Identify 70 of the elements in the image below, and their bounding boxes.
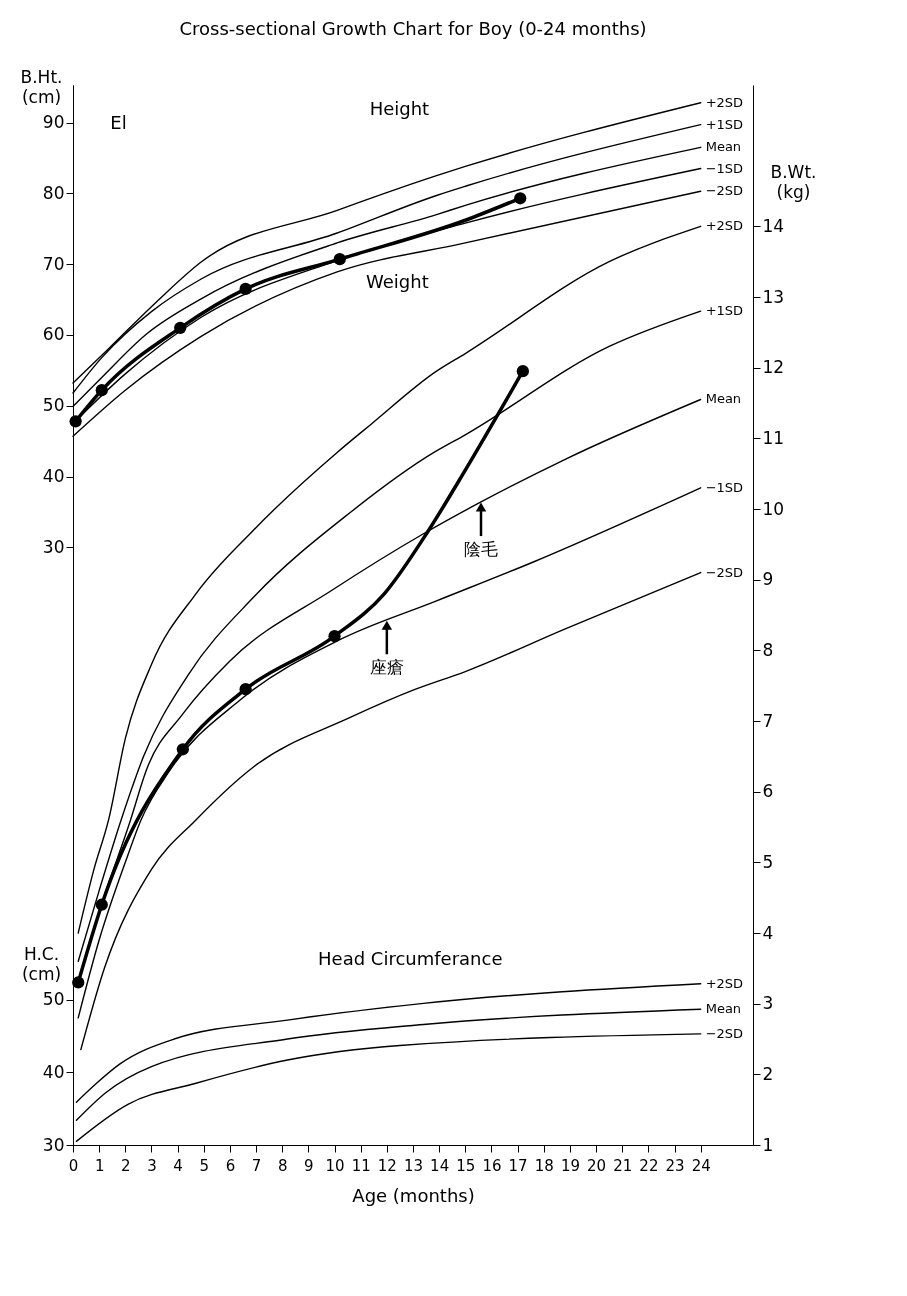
x-tick-label: 9 [304,1156,314,1175]
x-tick-label: 2 [121,1156,131,1175]
x-tick-label: 18 [534,1156,554,1175]
chart-title: Cross-sectional Growth Chart for Boy (0-24 months) [179,17,647,39]
y2-tick-label: 2 [762,1063,774,1084]
x-tick-label: 6 [225,1156,236,1175]
y2-tick-label: 6 [762,781,774,802]
x-axis-title: Age (months) [352,1184,475,1206]
x-tick-label: 14 [430,1156,450,1175]
series-label: −2SD [705,1025,744,1041]
series-label: −2SD [705,183,744,199]
y2-tick-label: 12 [762,357,785,378]
y-axis-title: B.Ht. (cm) [20,67,63,108]
x-tick-label: 12 [377,1156,397,1175]
series-label: −2SD [705,564,744,580]
y-tick-label: 50 [42,395,65,416]
x-tick-label: 20 [587,1156,607,1175]
y-tick-label: 60 [42,324,65,345]
y-tick-label: 70 [42,253,65,274]
y-tick-label: 80 [42,182,65,203]
y-tick-label: 40 [42,466,65,487]
y2-tick-label: 13 [762,286,785,307]
x-tick-label: 8 [277,1156,288,1175]
y2-tick-label: 14 [762,215,785,236]
x-tick-label: 24 [691,1156,711,1175]
y2-tick-label: 8 [762,639,774,660]
y2-tick-label: 10 [762,498,785,519]
series-label: +2SD [705,94,744,110]
x-tick-label: 21 [613,1156,633,1175]
y-tick-label: 30 [42,536,65,557]
series-label: Mean [705,391,742,407]
y2-tick-label: 7 [762,710,774,731]
series-label: Mean [705,1001,742,1017]
series-label: +2SD [705,218,744,234]
x-tick-label: 4 [173,1156,183,1175]
x-tick-label: 10 [325,1156,345,1175]
series-label: +1SD [705,303,744,319]
annotation: 陰毛 [464,539,498,560]
x-tick-label: 1 [94,1156,105,1175]
annotation: Height [369,98,430,120]
y2-tick-label: 4 [762,922,774,943]
y-tick-label: 90 [42,112,65,133]
y2-tick-label: 1 [762,1134,774,1155]
x-tick-label: 19 [560,1156,580,1175]
annotation: 座瘡 [369,657,404,678]
y2-tick-label: 3 [762,993,774,1014]
series-label: −1SD [705,479,744,495]
series-label: −1SD [705,160,744,176]
x-tick-label: 23 [665,1156,685,1175]
x-tick-label: 3 [147,1156,157,1175]
x-tick-label: 5 [199,1156,210,1175]
x-tick-label: 22 [639,1156,659,1175]
annotation: Head Circumferance [318,947,503,969]
y2-tick-label: 11 [762,427,785,448]
x-tick-label: 11 [351,1156,371,1175]
series-label: +2SD [705,975,744,991]
series-label: +1SD [705,116,744,132]
series-label: Mean [705,139,742,155]
x-tick-label: 17 [508,1156,528,1175]
y2-tick-label: 5 [762,851,774,872]
annotation: El [110,112,127,134]
annotation: Weight [366,271,429,293]
y2-tick-label: 9 [762,569,774,590]
y2-axis-title: B.Wt. (kg) [770,161,817,202]
x-tick-label: 16 [482,1156,502,1175]
x-tick-label: 13 [403,1156,424,1175]
x-tick-label: 15 [456,1156,476,1175]
x-tick-label: 0 [68,1156,79,1175]
x-tick-label: 7 [251,1156,262,1175]
y3-axis-title: H.C. (cm) [21,944,62,985]
